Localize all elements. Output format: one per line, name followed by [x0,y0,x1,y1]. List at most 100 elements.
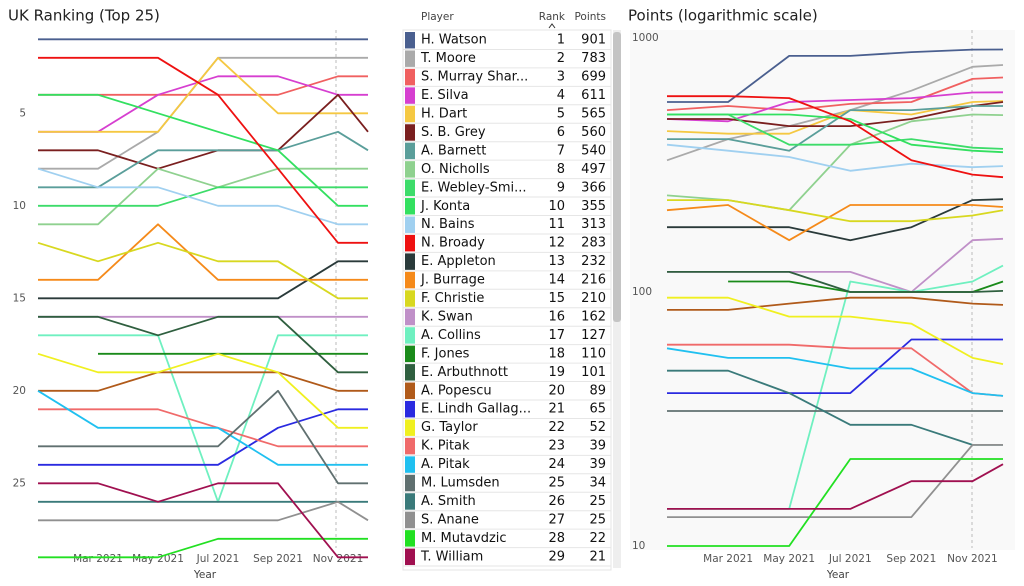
player-name: S. B. Grey [421,125,486,140]
rank-cell: 7 [557,143,565,158]
player-name: K. Pitak [421,439,470,454]
series-line [38,186,368,207]
chart-title: UK Ranking (Top 25) [8,7,160,25]
series-line [38,167,368,226]
color-swatch [405,216,415,233]
color-swatch [405,382,415,399]
y-tick-label: 100 [632,286,652,298]
series-line [38,389,368,485]
rank-cell: 27 [548,512,565,527]
series-line [38,93,368,207]
series-line [666,76,1004,111]
x-tick-label: Jul 2021 [196,553,240,565]
points-cell: 101 [581,365,606,380]
color-swatch [405,87,415,104]
rank-cell: 5 [557,107,565,122]
rank-cell: 11 [548,217,565,232]
rank-cell: 12 [548,236,565,251]
points-cell: 216 [581,273,606,288]
color-swatch [405,401,415,418]
series-line [38,408,368,466]
points-cell: 783 [581,51,606,66]
rank-cell: 26 [548,494,565,509]
x-tick-label: Sep 2021 [253,553,303,565]
x-tick-label: Nov 2021 [947,553,998,565]
player-name: E. Webley-Smi... [421,180,527,195]
player-name: M. Mutavdzic [421,531,507,546]
series-line [38,482,368,559]
y-tick-label: 25 [13,477,26,489]
points-cell: 560 [581,125,606,140]
series-line [667,199,1004,223]
y-tick-label: 10 [13,200,26,212]
color-swatch [405,493,415,510]
points-cell: 22 [589,531,606,546]
points-cell: 127 [581,328,606,343]
series-line [667,296,1004,365]
points-cell: 39 [589,439,606,454]
points-cell: 232 [581,254,606,269]
points-cell: 39 [589,457,606,472]
table: Player Rank Points H. Watson 1 901 T. Moore… [402,11,621,571]
series-line [667,458,1003,547]
player-name: A. Smith [421,494,476,509]
color-swatch [405,32,415,49]
column-header[interactable]: Points [574,11,606,23]
rank-cell: 14 [548,273,565,288]
sort-caret [548,23,556,29]
player-name: S. Anane [421,512,479,527]
points-cell: 313 [581,217,606,232]
x-tick-label: May 2021 [763,553,815,565]
color-swatch [405,364,415,381]
color-swatch [405,290,415,307]
rank-cell: 20 [548,383,565,398]
series-line [666,347,1004,397]
column-header[interactable]: Player [421,11,454,23]
series-line [666,204,1004,242]
color-swatch [405,105,415,123]
series-line [38,56,368,133]
series-line [38,537,368,559]
series-line [666,91,1004,123]
rank-cell: 2 [557,51,565,66]
color-swatch [405,327,415,344]
series-line [37,390,368,466]
color-swatch [405,456,415,473]
series-line [667,95,1004,179]
series-line [38,334,368,503]
points-cell: 355 [581,199,606,214]
color-swatch [405,142,415,160]
x-tick-label: May 2021 [132,553,184,565]
color-swatch [405,345,415,363]
x-tick-label: Mar 2021 [73,553,123,565]
rank-cell: 8 [557,162,565,177]
player-name: A. Pitak [421,457,470,472]
series-line [38,500,369,522]
points-cell: 540 [581,143,606,158]
color-swatch [405,234,415,252]
series-line [667,463,1004,510]
player-name: J. Burrage [420,273,485,288]
points-cell: 162 [581,309,606,324]
scroll-thumb[interactable] [613,32,621,322]
player-name: A. Popescu [421,383,492,398]
player-name: N. Broady [421,236,485,251]
rank-cell: 16 [548,309,565,324]
player-name: F. Christie [421,291,484,306]
color-swatch [405,308,415,326]
rank-cell: 1 [557,33,565,48]
rank-cell: 15 [548,291,565,306]
points-cell: 52 [589,420,606,435]
color-swatch [405,530,415,547]
rank-cell: 6 [557,125,565,140]
color-swatch [405,419,415,436]
points-cell: 283 [581,236,606,251]
points-cell: 497 [581,162,606,177]
series-line [667,198,1004,242]
column-header[interactable]: Rank [539,11,566,23]
series-line [667,48,1004,103]
points-cell: 699 [581,70,606,85]
points-cell: 25 [589,494,606,509]
series-line [38,260,368,300]
